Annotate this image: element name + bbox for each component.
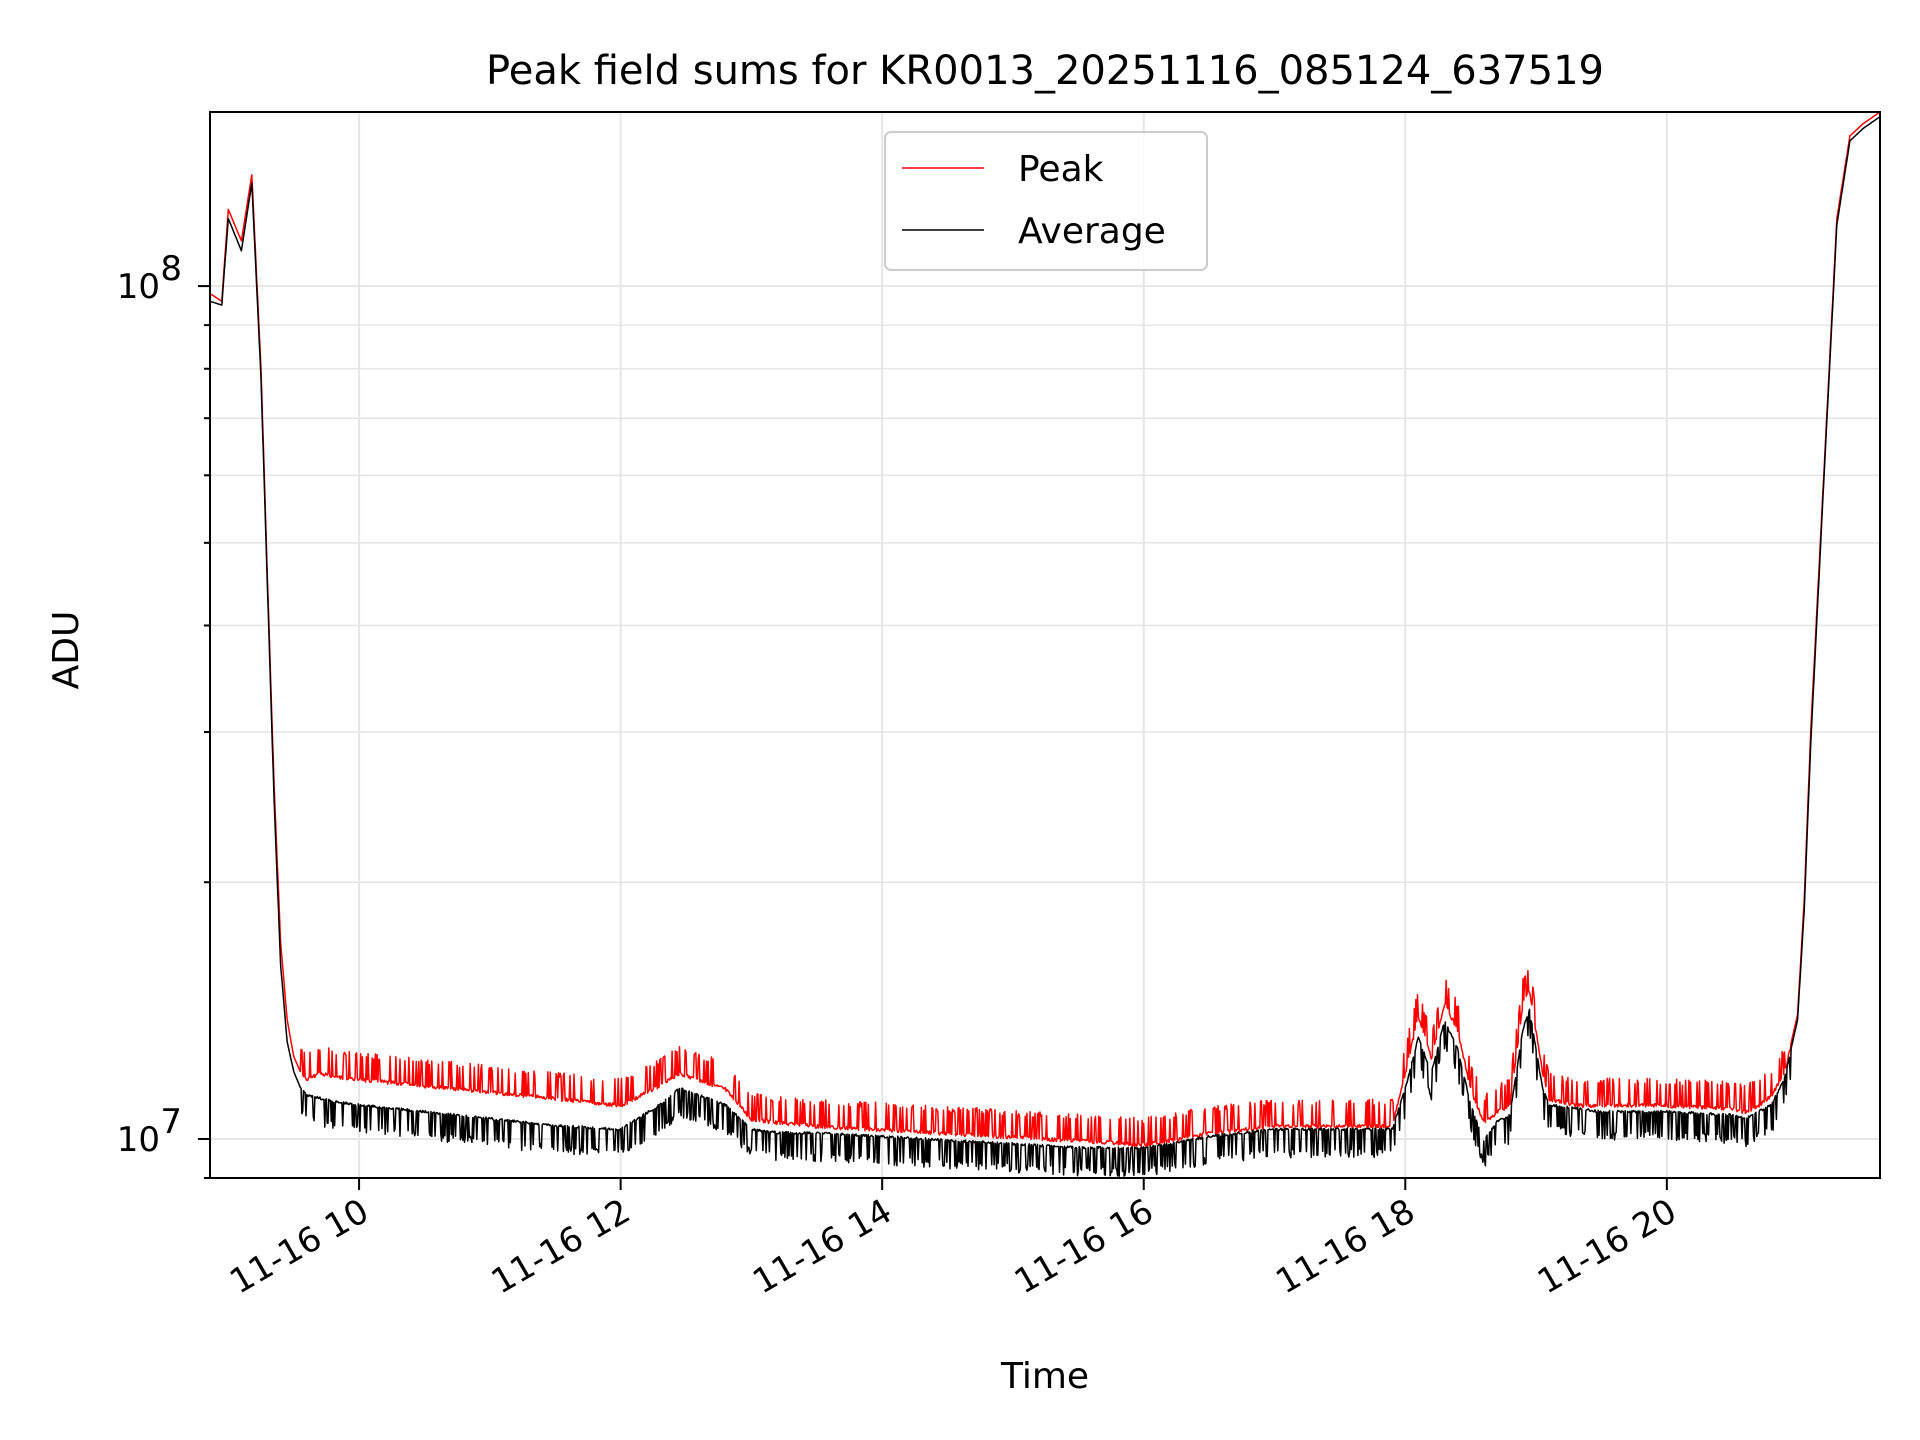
y-axis-label: ADU [46,611,87,690]
x-axis-label: Time [1000,1356,1089,1397]
legend-peak-label: Peak [1018,149,1104,190]
legend: Peak Average [885,132,1207,270]
chart: 11-16 10 11-16 12 11-16 14 11-16 16 11-16 18… [0,0,1920,1440]
y-tick-exponent: 8 [160,249,182,289]
y-tick-label: 10 [117,1120,160,1160]
legend-average-label: Average [1018,211,1166,252]
chart-title: Peak field sums for KR0013_20251116_0851… [486,48,1604,94]
y-tick-exponent: 7 [160,1102,182,1142]
y-tick-label: 10 [117,267,160,307]
